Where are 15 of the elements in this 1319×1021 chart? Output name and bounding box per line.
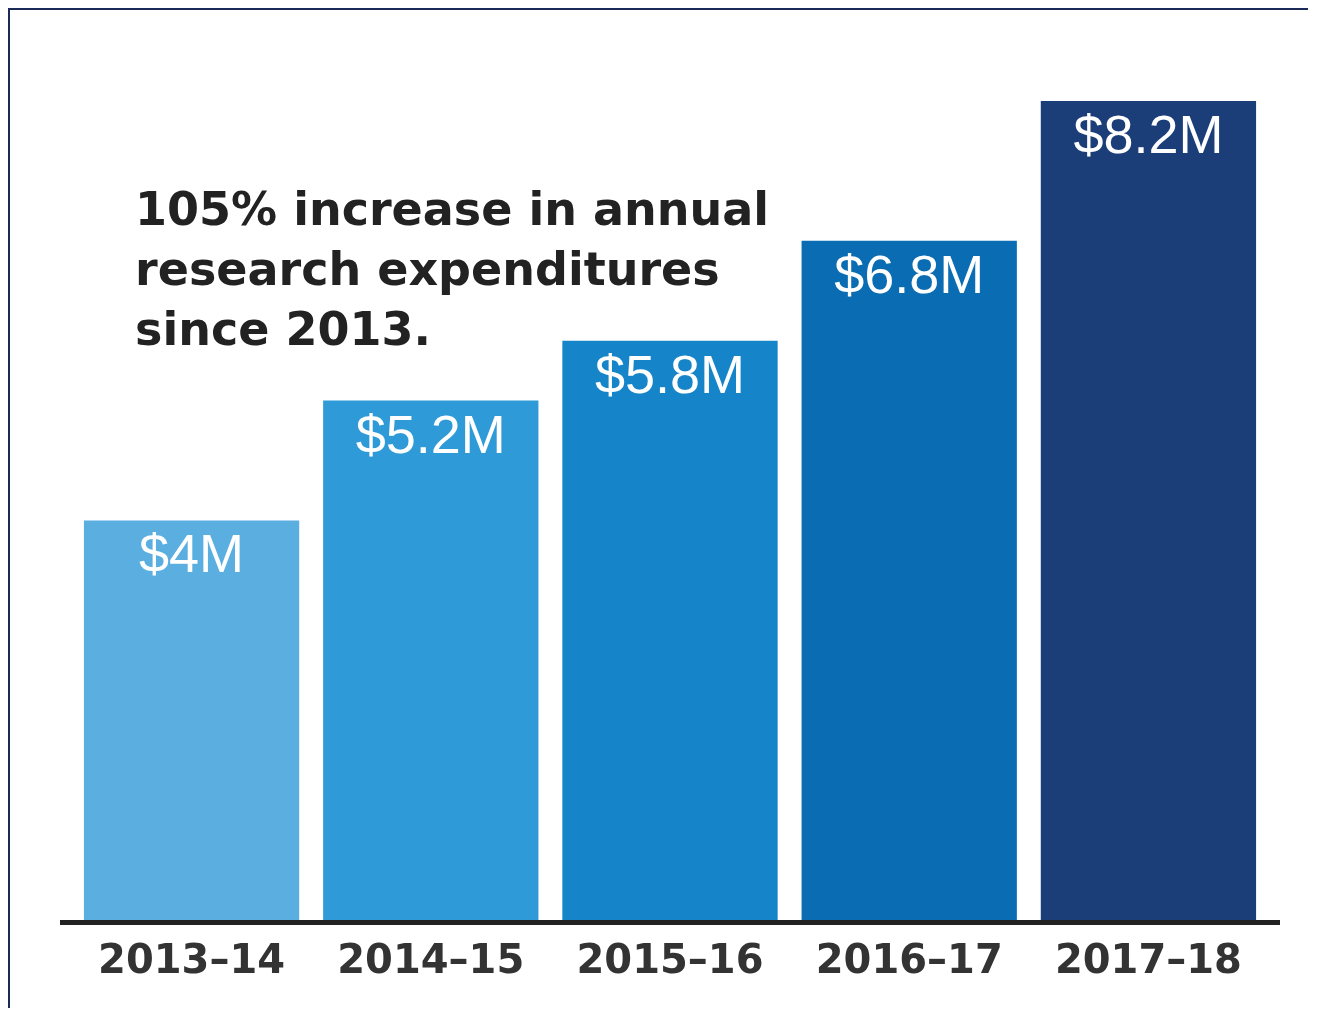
data-label: $5.8M	[594, 343, 746, 404]
bar	[801, 240, 1017, 920]
bar	[562, 340, 778, 920]
bar	[83, 520, 300, 920]
bar	[323, 400, 539, 920]
data-label: $6.8M	[834, 243, 985, 304]
x-tick-label: 2014–15	[337, 936, 525, 982]
bar	[1040, 100, 1257, 920]
data-label: $5.2M	[355, 403, 506, 464]
x-tick-label: 2016–17	[815, 936, 1003, 982]
x-tick-label: 2013–14	[98, 936, 286, 982]
data-label: $8.2M	[1073, 103, 1224, 164]
data-label: $4M	[139, 523, 245, 584]
x-tick-label: 2017–18	[1054, 936, 1242, 982]
x-tick-label: 2015–16	[576, 936, 764, 982]
